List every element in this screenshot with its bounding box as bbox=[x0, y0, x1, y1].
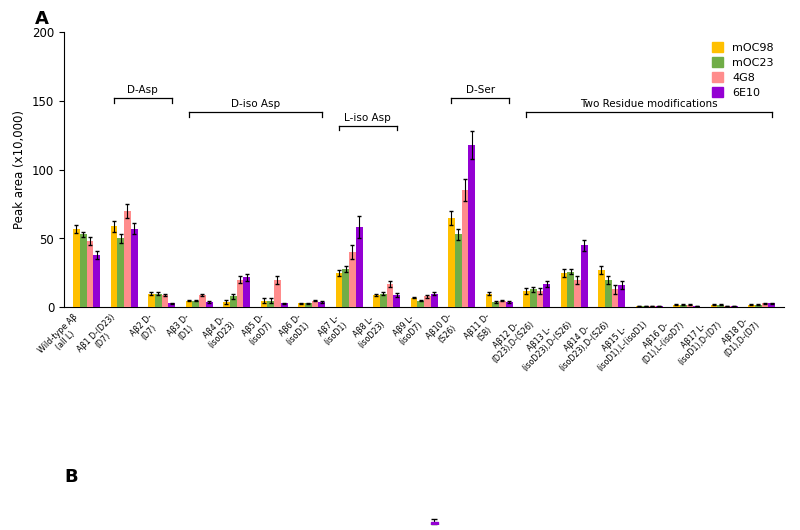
Bar bbox=[162, 295, 168, 307]
Bar bbox=[680, 305, 686, 307]
Bar bbox=[261, 301, 267, 307]
Bar bbox=[349, 252, 356, 307]
Y-axis label: Peak area (x10,000): Peak area (x10,000) bbox=[14, 110, 26, 229]
Legend: mOC98, mOC23, 4G8, 6E10: mOC98, mOC23, 4G8, 6E10 bbox=[708, 37, 778, 103]
Text: B: B bbox=[64, 469, 78, 487]
Bar bbox=[124, 211, 130, 307]
Bar bbox=[718, 305, 724, 307]
Bar bbox=[710, 305, 718, 307]
Bar bbox=[537, 291, 543, 307]
Bar bbox=[148, 294, 154, 307]
Bar bbox=[492, 302, 499, 307]
Bar bbox=[694, 306, 700, 307]
Bar bbox=[724, 306, 730, 307]
Bar bbox=[335, 273, 342, 307]
Bar bbox=[380, 294, 386, 307]
Bar bbox=[642, 306, 649, 307]
Bar bbox=[462, 190, 468, 307]
Bar bbox=[574, 280, 581, 307]
Bar bbox=[86, 241, 94, 307]
Bar bbox=[448, 218, 454, 307]
Text: D-Asp: D-Asp bbox=[127, 85, 158, 95]
Bar bbox=[468, 145, 475, 307]
Bar bbox=[206, 302, 213, 307]
Bar bbox=[748, 305, 754, 307]
Bar bbox=[110, 226, 118, 307]
Bar bbox=[386, 284, 394, 307]
Bar bbox=[237, 280, 243, 307]
Bar bbox=[430, 522, 438, 525]
Bar bbox=[543, 284, 550, 307]
Bar bbox=[424, 296, 430, 307]
Bar bbox=[394, 295, 400, 307]
Bar bbox=[673, 305, 680, 307]
Bar bbox=[618, 285, 625, 307]
Bar bbox=[373, 295, 380, 307]
Bar bbox=[762, 303, 768, 307]
Text: L-iso Asp: L-iso Asp bbox=[344, 113, 391, 123]
Bar bbox=[267, 301, 274, 307]
Bar bbox=[243, 277, 250, 307]
Bar bbox=[199, 295, 206, 307]
Bar bbox=[192, 301, 199, 307]
Bar bbox=[686, 305, 694, 307]
Bar bbox=[649, 306, 656, 307]
Bar bbox=[118, 238, 124, 307]
Bar bbox=[506, 302, 513, 307]
Bar bbox=[130, 229, 138, 307]
Bar bbox=[768, 303, 775, 307]
Bar bbox=[611, 289, 618, 307]
Bar bbox=[656, 306, 662, 307]
Bar bbox=[73, 229, 80, 307]
Bar bbox=[274, 280, 281, 307]
Bar bbox=[298, 303, 305, 307]
Bar bbox=[499, 301, 506, 307]
Bar bbox=[305, 303, 311, 307]
Bar bbox=[230, 296, 237, 307]
Bar bbox=[418, 301, 424, 307]
Bar bbox=[94, 255, 100, 307]
Bar bbox=[754, 305, 762, 307]
Bar bbox=[311, 301, 318, 307]
Bar bbox=[605, 280, 611, 307]
Text: A: A bbox=[35, 10, 49, 28]
Bar bbox=[598, 270, 605, 307]
Bar bbox=[168, 303, 175, 307]
Bar bbox=[561, 273, 567, 307]
Bar bbox=[454, 234, 462, 307]
Bar bbox=[530, 289, 537, 307]
Bar bbox=[281, 303, 287, 307]
Bar bbox=[581, 245, 587, 307]
Bar bbox=[80, 234, 86, 307]
Bar bbox=[730, 306, 738, 307]
Bar bbox=[410, 298, 418, 307]
Bar bbox=[223, 302, 230, 307]
Bar bbox=[356, 227, 362, 307]
Bar bbox=[635, 306, 642, 307]
Bar bbox=[486, 294, 492, 307]
Bar bbox=[430, 294, 438, 307]
Text: D-iso Asp: D-iso Asp bbox=[230, 99, 280, 109]
Bar bbox=[318, 302, 325, 307]
Bar bbox=[154, 294, 162, 307]
Bar bbox=[186, 301, 192, 307]
Text: Two Residue modifications: Two Residue modifications bbox=[580, 99, 718, 109]
Text: D-Ser: D-Ser bbox=[466, 85, 495, 95]
Bar bbox=[567, 271, 574, 307]
Bar bbox=[342, 269, 349, 307]
Bar bbox=[523, 291, 530, 307]
